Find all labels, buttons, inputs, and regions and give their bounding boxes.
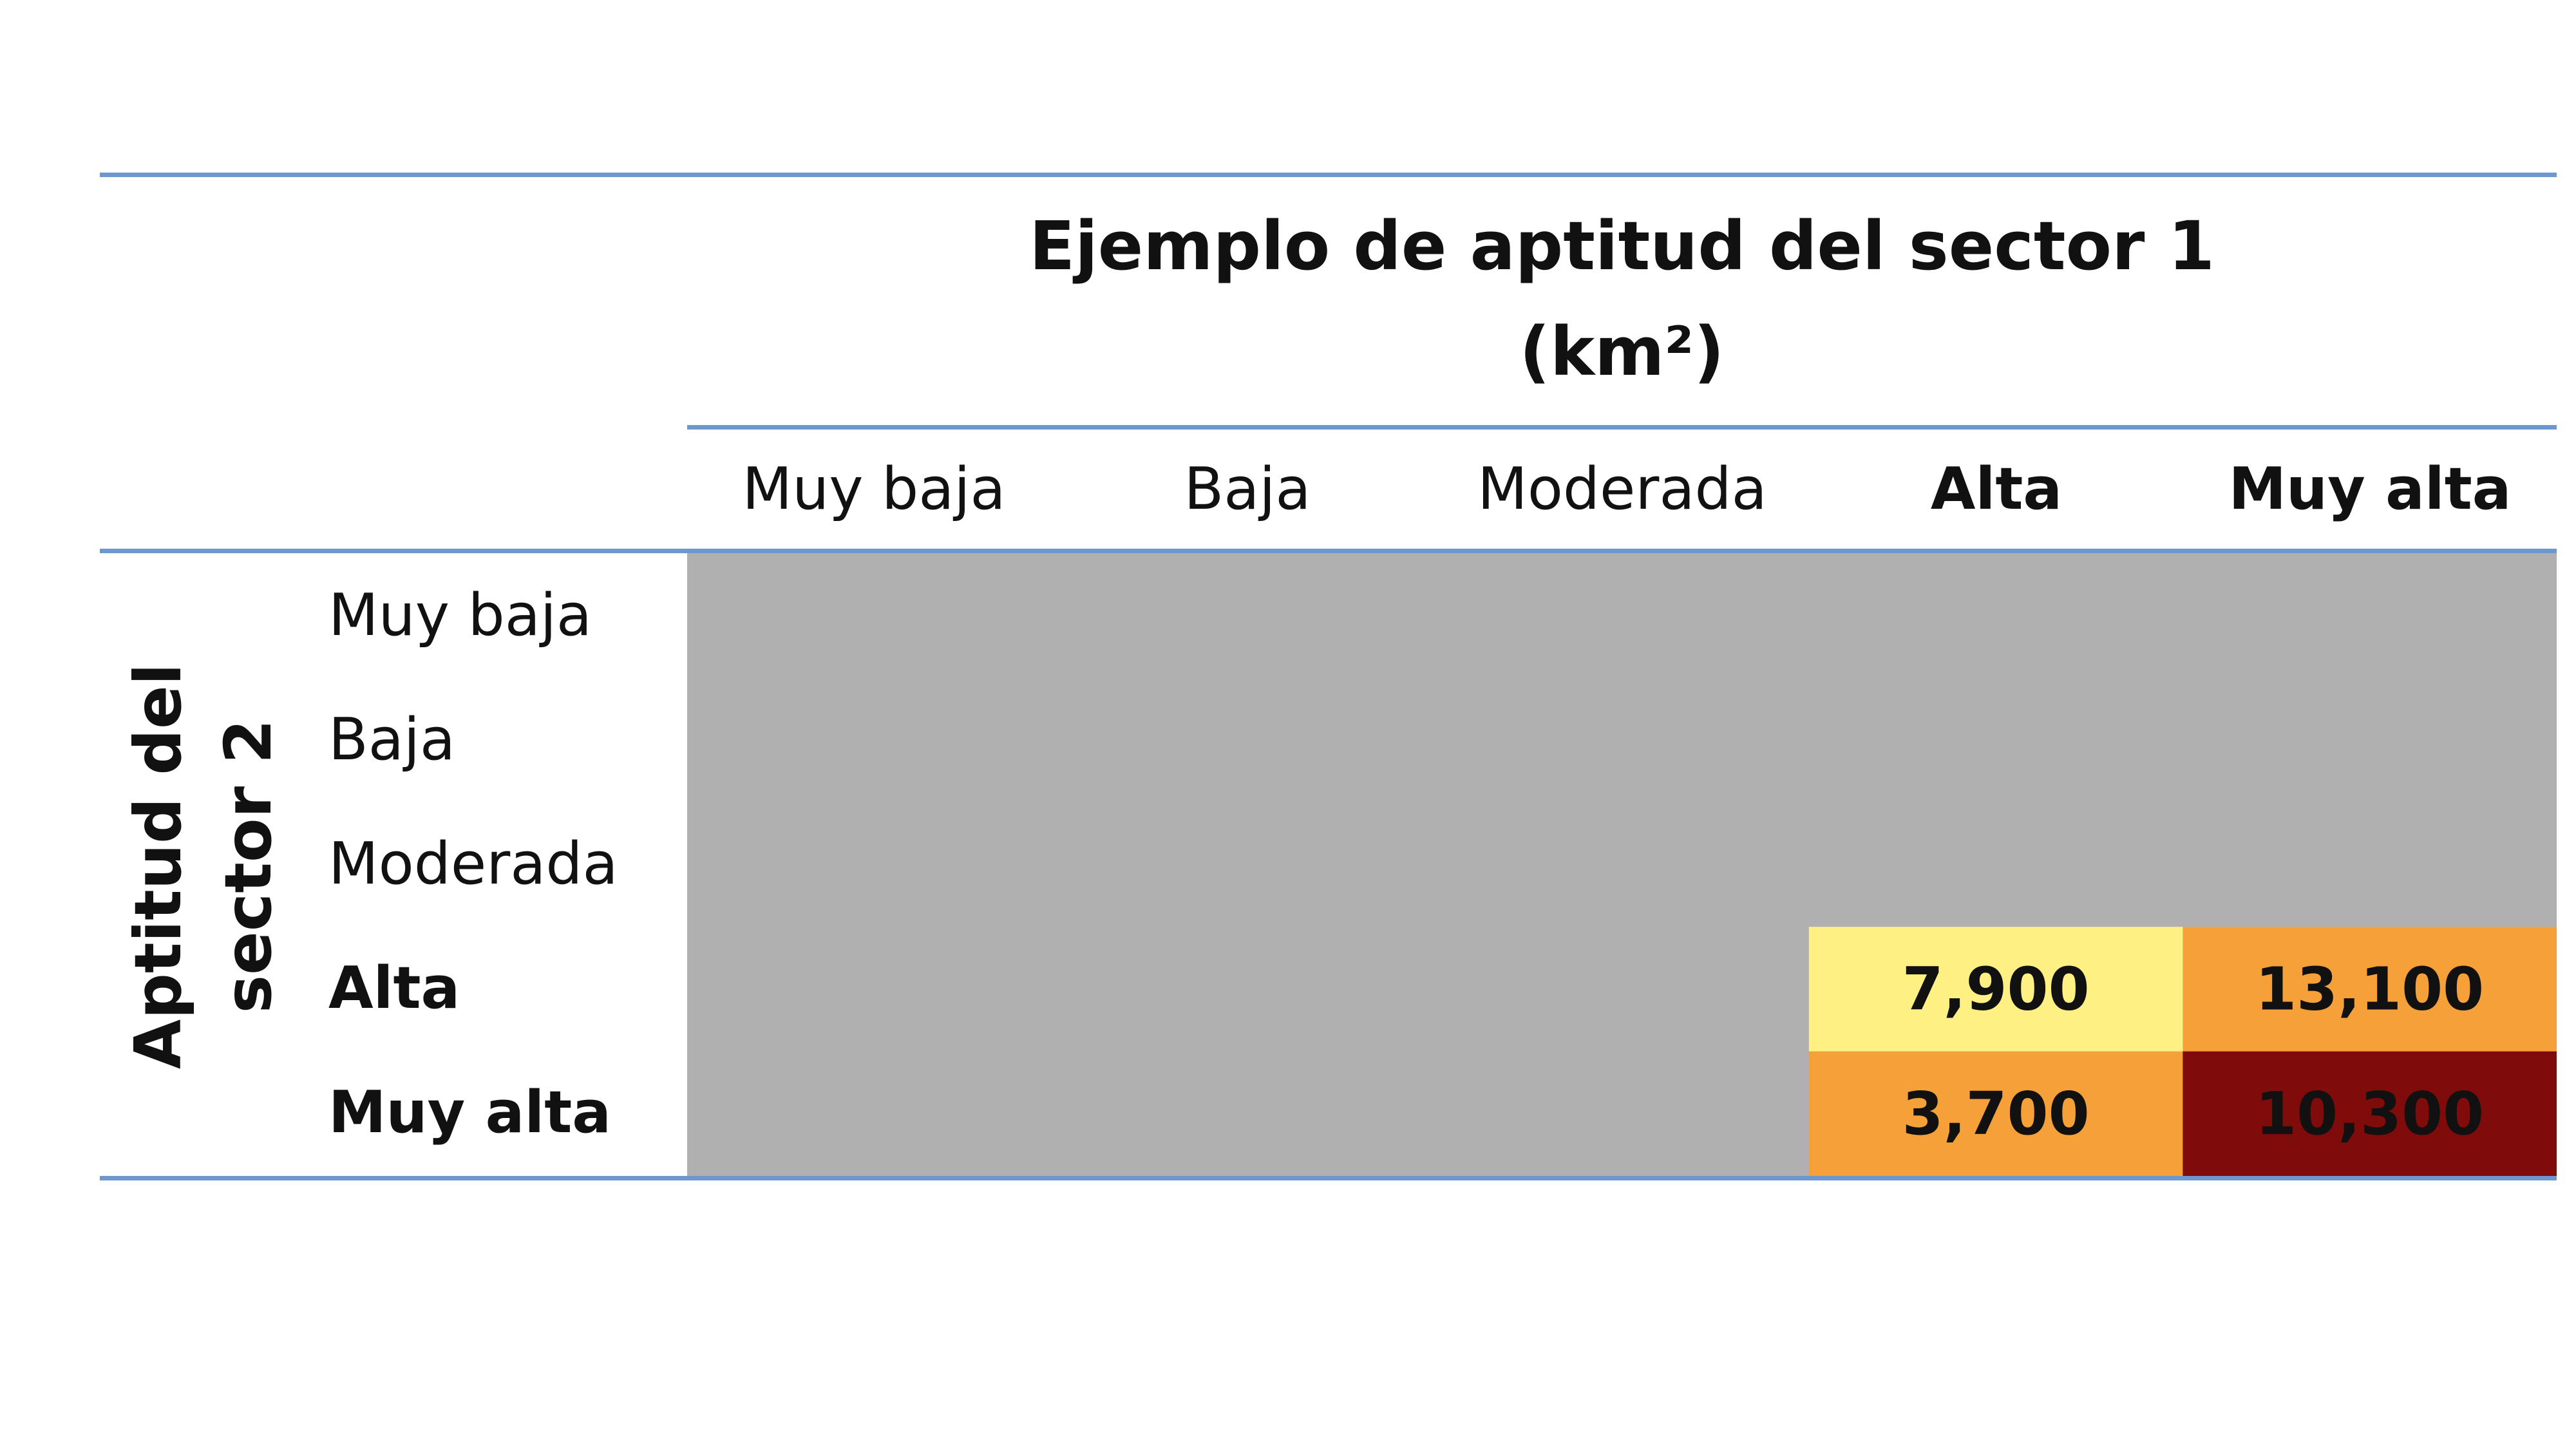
heatmap-cell-value-alta-alta: 7,900: [1902, 954, 2090, 1023]
y-axis-title: Aptitud del sector 2: [116, 647, 290, 1085]
top-rule: [100, 173, 2557, 177]
heatmap-cell-alta-alta: [1808, 927, 2183, 1052]
title-divider-rule: [687, 425, 2557, 430]
table-title-line-2: (km²): [1519, 312, 1725, 391]
heatmap-grid: 7,900 13,100 3,700 10,300: [687, 553, 2557, 1176]
heatmap-cell-value-muy-alta-muy-alta: 10,300: [2255, 1079, 2484, 1148]
heatmap-cell-alta-muy-alta: [2183, 927, 2557, 1052]
heatmap-svg: 7,900 13,100 3,700 10,300: [687, 553, 2557, 1176]
y-axis-title-line-2: sector 2: [211, 719, 286, 1014]
bottom-rule: [100, 1176, 2557, 1180]
row-label-moderada: Moderada: [328, 830, 618, 898]
table-title: Ejemplo de aptitud del sector 1 (km²): [687, 193, 2557, 404]
table-title-line-1: Ejemplo de aptitud del sector 1: [1029, 207, 2215, 285]
heatmap-cell-value-muy-alta-alta: 3,700: [1902, 1079, 2090, 1148]
heatmap-cell-value-alta-muy-alta: 13,100: [2255, 954, 2484, 1023]
column-header-moderada: Moderada: [1477, 455, 1767, 523]
heatmap-cell-muy-alta-alta: [1808, 1051, 2183, 1176]
row-label-muy-baja: Muy baja: [328, 582, 592, 649]
column-header-muy-alta: Muy alta: [2228, 455, 2512, 523]
y-axis-title-line-1: Aptitud del: [120, 663, 196, 1069]
column-header-baja: Baja: [1184, 455, 1311, 523]
row-label-baja: Baja: [328, 706, 456, 773]
column-header-alta: Alta: [1930, 455, 2063, 523]
row-label-alta: Alta: [328, 954, 460, 1022]
row-label-muy-alta: Muy alta: [328, 1079, 611, 1146]
column-header-muy-baja: Muy baja: [742, 455, 1006, 523]
heatmap-cell-muy-alta-muy-alta: [2183, 1051, 2557, 1176]
header-rule: [100, 549, 2557, 553]
